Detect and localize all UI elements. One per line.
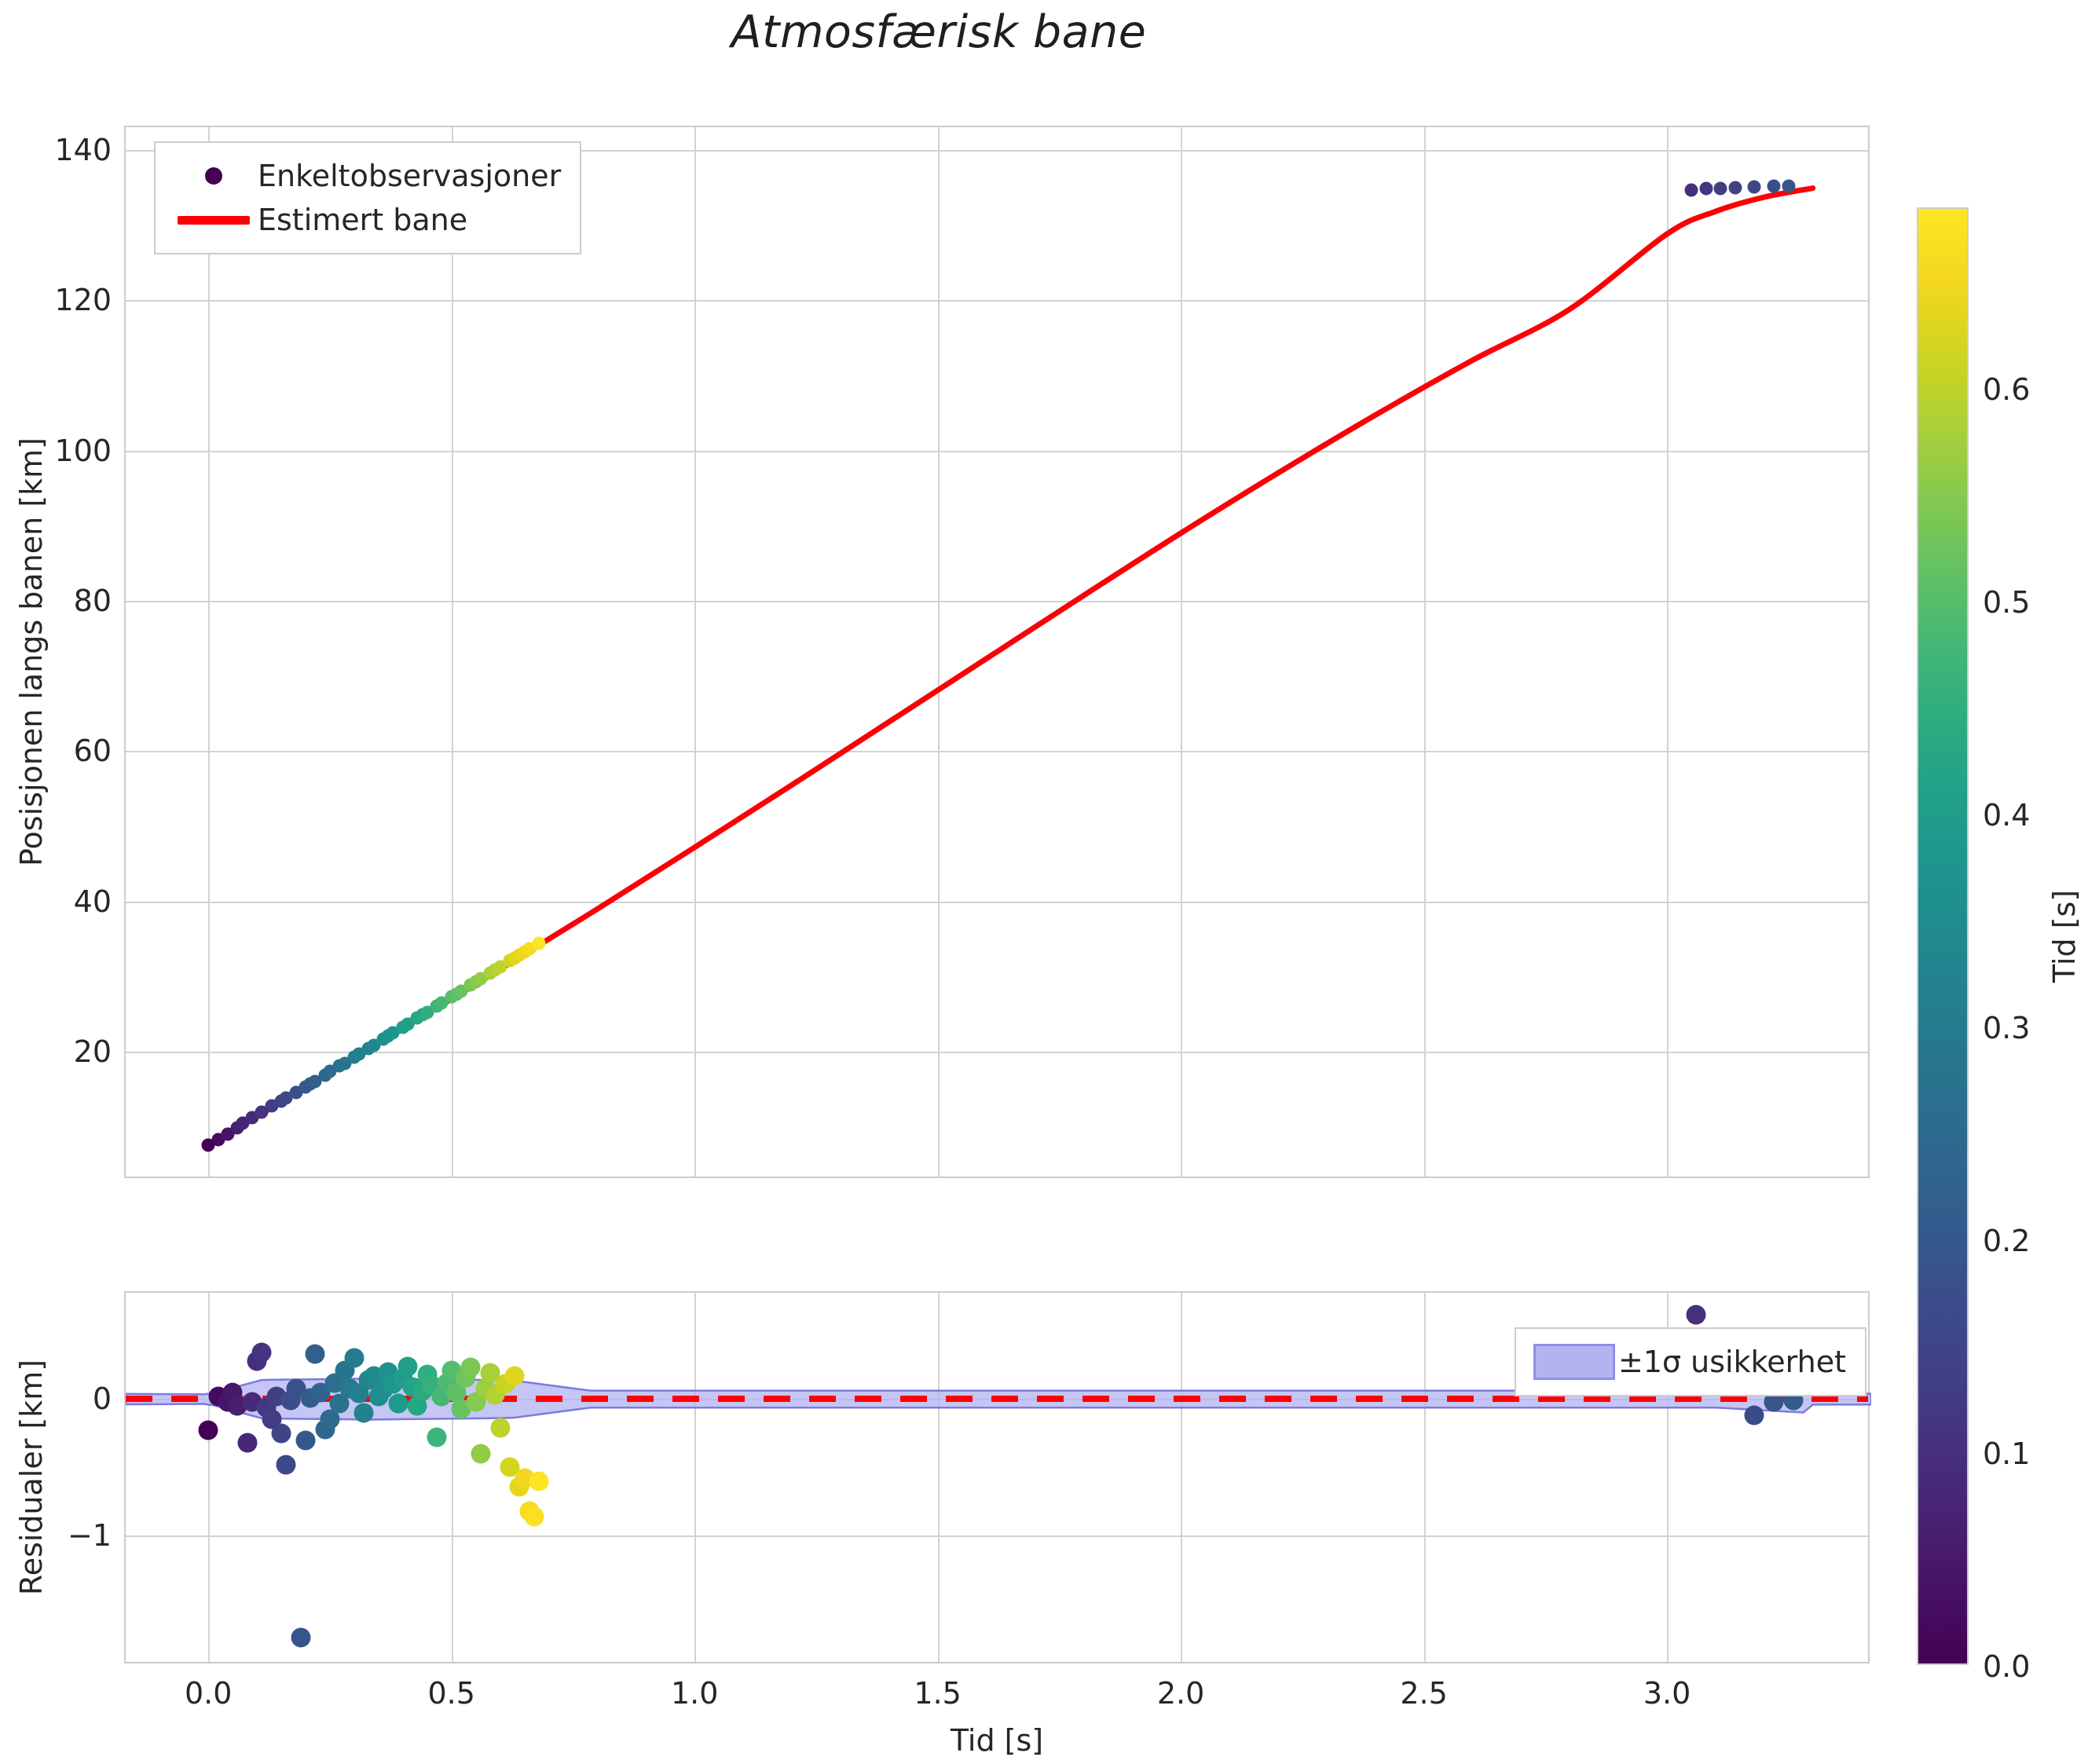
residual-y-tick-label: −1 xyxy=(67,1518,112,1554)
data-point xyxy=(1767,179,1781,193)
colorbar-tick-label: 0.3 xyxy=(1983,1011,2031,1046)
residual-point xyxy=(1744,1405,1764,1425)
colorbar-tick-label: 0.1 xyxy=(1983,1436,2031,1472)
main-y-tick-label: 60 xyxy=(73,734,112,769)
gridline-horizontal xyxy=(126,149,1868,152)
x-tick-label: 2.0 xyxy=(1156,1676,1205,1711)
main-plot-axes: 140 120 100 80 60 40 20 xyxy=(54,126,1870,1178)
colorbar-tick-label: 0.4 xyxy=(1983,798,2031,833)
residual-point xyxy=(524,1506,544,1527)
residual-point xyxy=(471,1444,491,1464)
gridline-horizontal xyxy=(126,901,1868,903)
main-y-tick-label: 100 xyxy=(54,433,112,468)
main-y-tick-label: 140 xyxy=(54,132,112,167)
residual-point xyxy=(1686,1305,1706,1325)
gridline-vertical xyxy=(1423,127,1426,1177)
data-point xyxy=(532,936,546,950)
gridline-vertical xyxy=(937,1293,940,1662)
residual-point xyxy=(388,1393,408,1414)
gridline-vertical xyxy=(1667,1293,1669,1662)
main-y-axis-label: Posisjonen langs banen [km] xyxy=(14,437,49,867)
residual-point xyxy=(320,1409,340,1429)
gridline-vertical xyxy=(1667,127,1669,1177)
residual-point xyxy=(198,1420,218,1440)
residual-point xyxy=(251,1342,272,1363)
data-point xyxy=(1713,181,1727,196)
gridline-horizontal xyxy=(126,1535,1868,1538)
gridline-vertical xyxy=(208,1293,211,1662)
gridline-horizontal xyxy=(126,601,1868,602)
x-tick-label: 0.0 xyxy=(185,1676,233,1711)
x-tick-label: 1.0 xyxy=(670,1676,719,1711)
residual-point xyxy=(460,1357,481,1378)
x-tick-label: 1.5 xyxy=(914,1676,962,1711)
data-point xyxy=(1699,181,1713,196)
legend-item: Estimert bane xyxy=(170,198,561,242)
residual-y-axis-label: Residualer [km] xyxy=(14,1359,49,1596)
legend-marker-patch xyxy=(1533,1344,1615,1380)
residual-point xyxy=(344,1348,364,1368)
legend-item: ±1σ usikkerhet xyxy=(1530,1340,1846,1384)
main-y-tick-label: 40 xyxy=(73,884,112,919)
main-y-tick-label: 80 xyxy=(73,584,112,618)
residual-point xyxy=(237,1433,258,1453)
legend-item: Enkeltobservasjoner xyxy=(170,154,561,198)
zero-reference-line xyxy=(126,1396,1868,1403)
main-y-tick-label: 120 xyxy=(54,283,112,318)
residual-point xyxy=(353,1403,374,1423)
residual-plot-legend: ±1σ usikkerhet xyxy=(1515,1327,1866,1396)
residual-point xyxy=(504,1366,525,1386)
gridline-vertical xyxy=(1181,127,1183,1177)
residual-point xyxy=(490,1418,511,1438)
residual-point xyxy=(276,1455,296,1475)
gridline-vertical xyxy=(1181,1293,1183,1662)
legend-label: ±1σ usikkerhet xyxy=(1618,1345,1846,1379)
residual-point xyxy=(305,1344,325,1364)
residual-point xyxy=(427,1427,447,1447)
colorbar-tick-label: 0.0 xyxy=(1983,1649,2031,1684)
residual-point xyxy=(295,1430,316,1451)
residual-point xyxy=(529,1471,549,1491)
gridline-vertical xyxy=(451,1293,453,1662)
legend-marker-line xyxy=(178,215,250,225)
gridline-vertical xyxy=(694,127,697,1177)
residual-point xyxy=(397,1356,418,1377)
main-plot-legend: Enkeltobservasjoner Estimert bane xyxy=(154,141,582,254)
colorbar-tick-label: 0.2 xyxy=(1983,1224,2031,1259)
trajectory-line xyxy=(205,185,1816,1149)
x-tick-label: 3.0 xyxy=(1643,1676,1691,1711)
data-point xyxy=(1684,183,1698,197)
main-y-tick-label: 20 xyxy=(73,1034,112,1070)
gridline-horizontal xyxy=(126,450,1868,452)
colorbar-label: Tid [s] xyxy=(2047,889,2083,983)
data-point xyxy=(1728,181,1742,195)
gridline-vertical xyxy=(937,127,940,1177)
x-tick-label: 0.5 xyxy=(427,1676,475,1711)
gridline-vertical xyxy=(694,1293,697,1662)
colorbar-tick-label: 0.5 xyxy=(1983,585,2031,620)
data-point xyxy=(1782,179,1796,193)
page-title: Atmosfærisk bane xyxy=(731,6,1147,58)
residual-point xyxy=(271,1423,291,1444)
residual-point xyxy=(291,1627,311,1648)
data-point xyxy=(1747,180,1761,194)
gridline-horizontal xyxy=(126,751,1868,753)
gridline-horizontal xyxy=(126,300,1868,302)
x-axis-label: Tid [s] xyxy=(950,1723,1044,1758)
colorbar: 0.6 0.5 0.4 0.3 0.2 0.1 0.0 xyxy=(1917,207,2030,1684)
gridline-horizontal xyxy=(126,1052,1868,1054)
gridline-vertical xyxy=(451,127,453,1177)
legend-label: Enkeltobservasjoner xyxy=(258,159,562,193)
legend-label: Estimert bane xyxy=(258,203,468,237)
gridline-vertical xyxy=(1423,1293,1426,1662)
x-tick-label: 2.5 xyxy=(1400,1676,1448,1711)
gridline-vertical xyxy=(208,127,211,1177)
colorbar-tick-label: 0.6 xyxy=(1983,372,2031,408)
legend-marker-dot xyxy=(205,167,222,185)
residual-y-tick-label: 0 xyxy=(92,1382,112,1417)
